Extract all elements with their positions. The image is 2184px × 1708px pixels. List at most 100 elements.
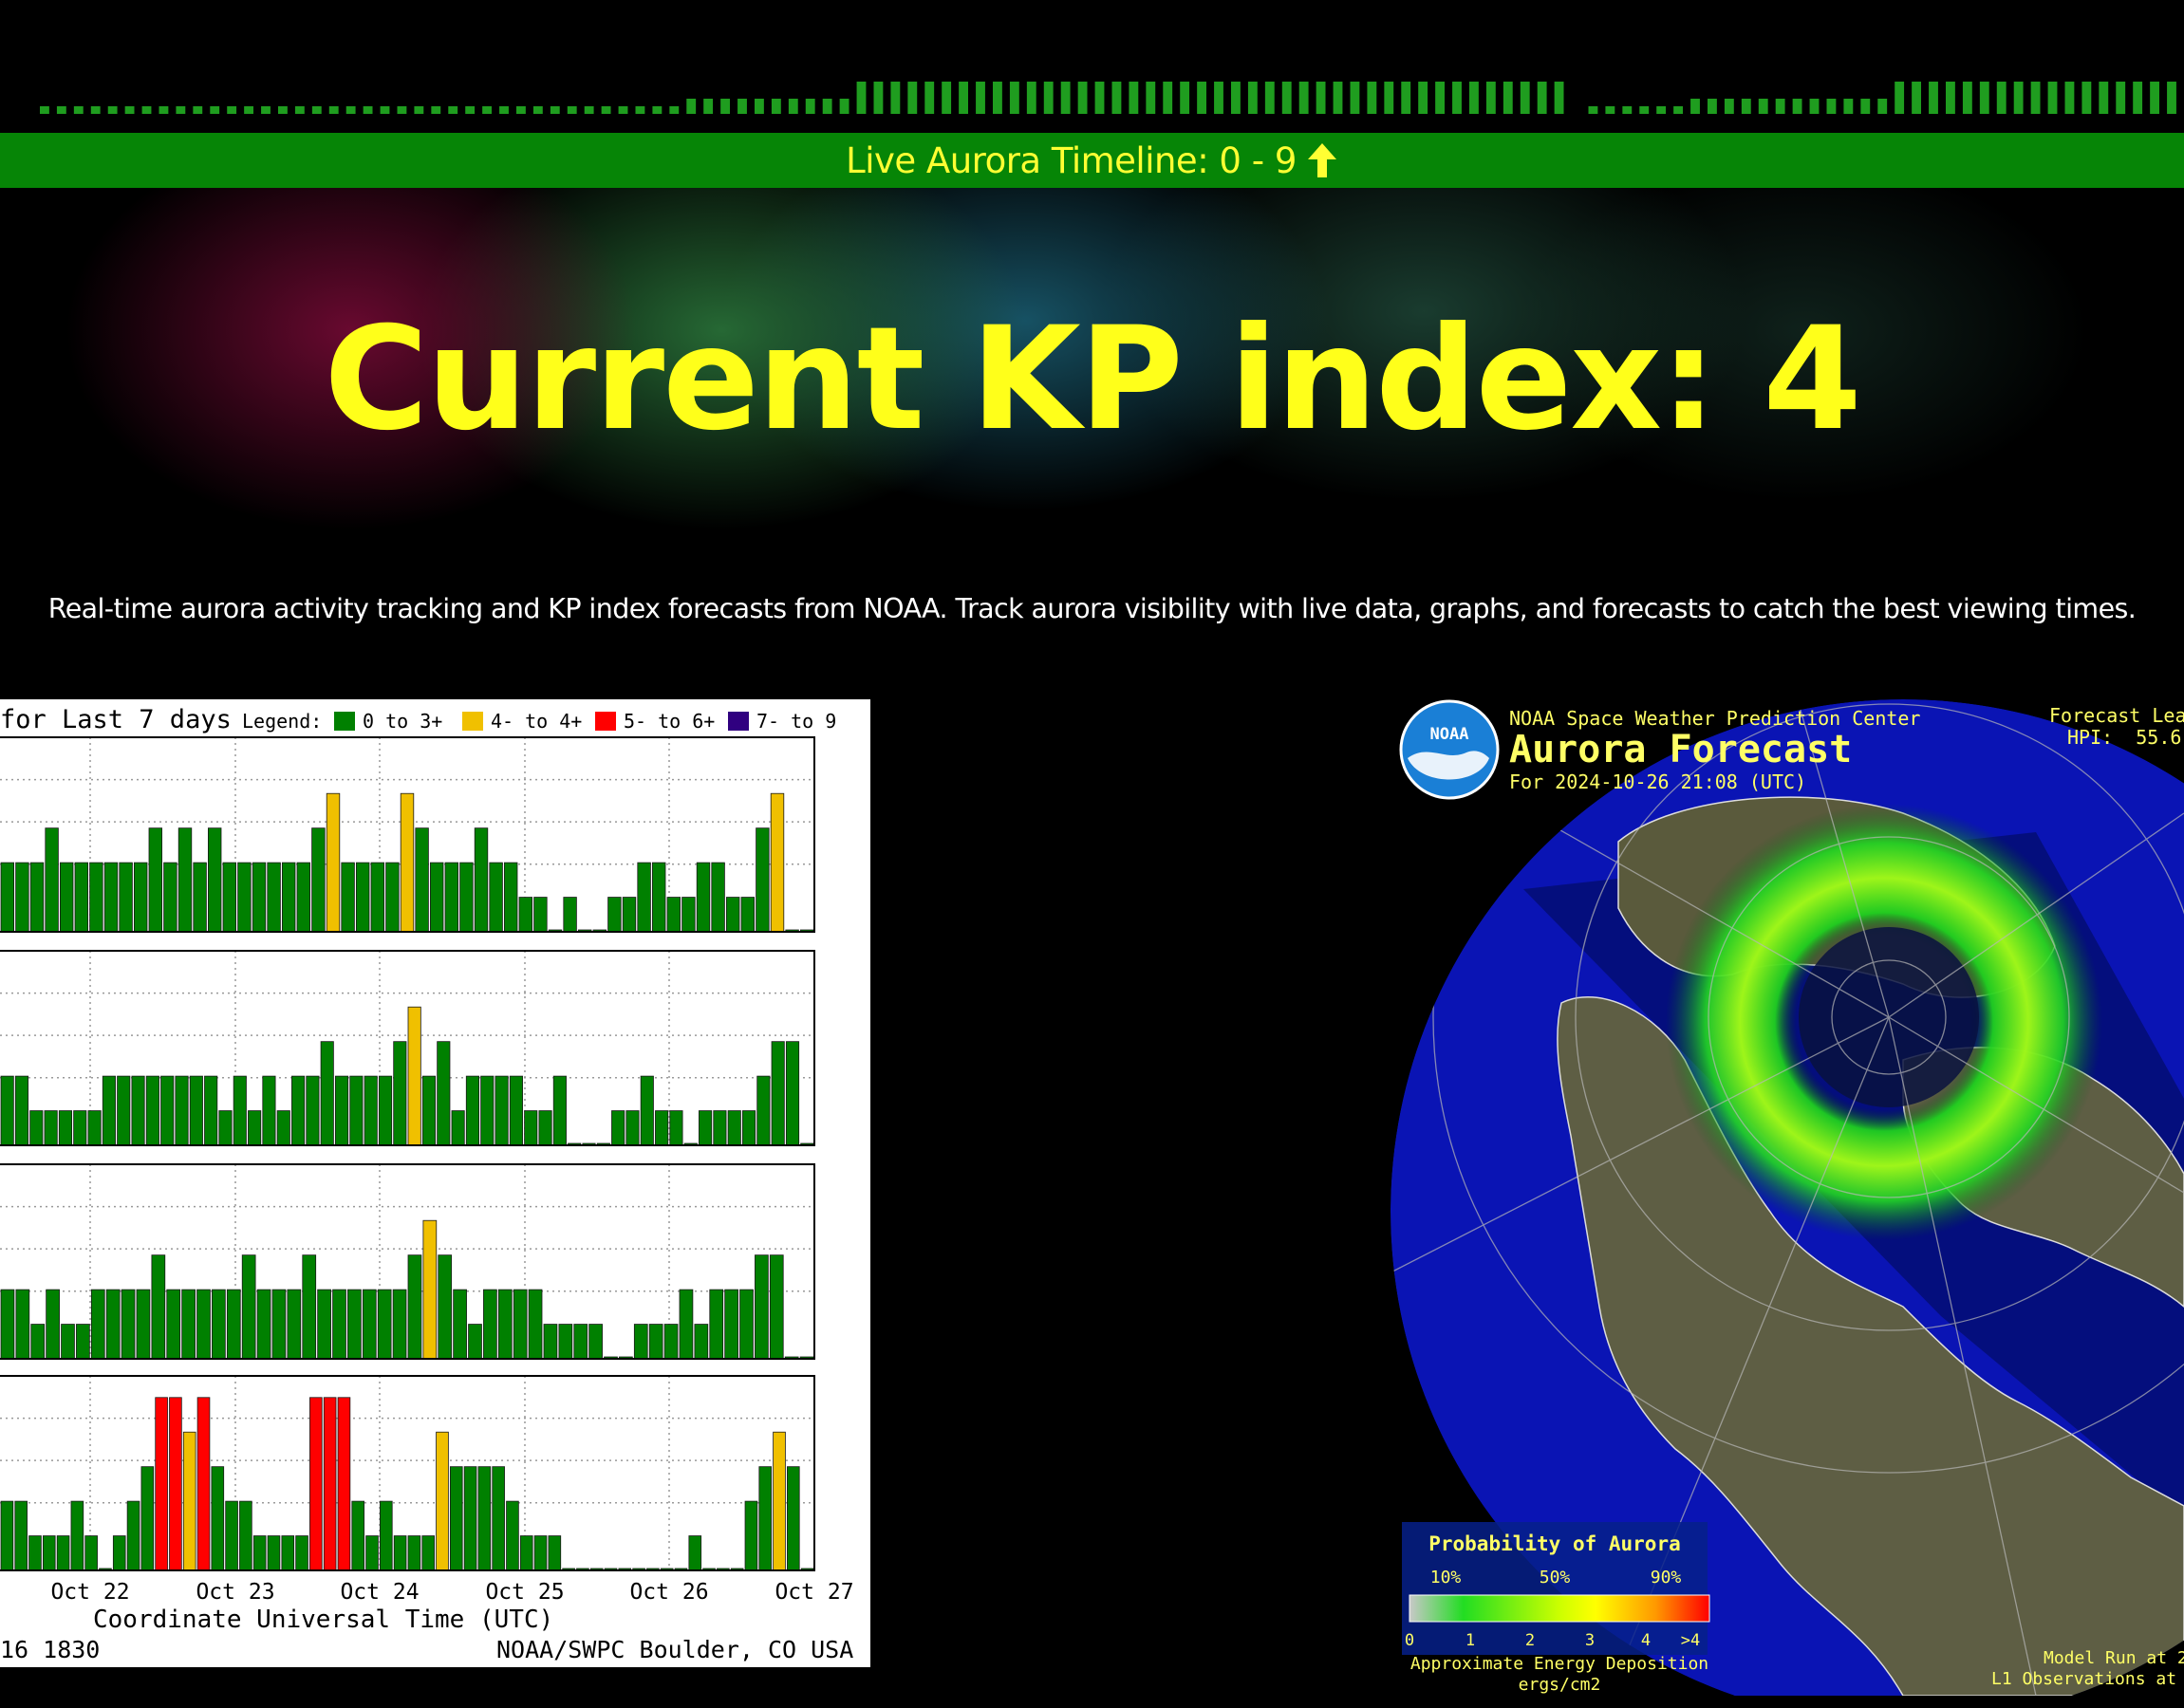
- timeline-bar: [1554, 82, 1564, 114]
- timeline-bar: [2013, 82, 2024, 114]
- kp-bar: [463, 1466, 477, 1571]
- kp-bar: [563, 897, 577, 933]
- timeline-bar: [176, 106, 186, 114]
- timeline-bar: [40, 106, 49, 114]
- timeline-bar: [1639, 106, 1650, 114]
- probability-title: Probability of Aurora: [1428, 1532, 1681, 1555]
- kp-bar: [640, 1075, 654, 1146]
- kp-panel: [0, 1163, 815, 1360]
- kp-bar: [182, 1431, 196, 1571]
- timeline-bar: [90, 106, 101, 114]
- legend-entry: 7- to 9: [756, 710, 836, 733]
- kp-bar: [14, 1075, 29, 1146]
- kp-bar: [70, 1500, 84, 1571]
- kp-bar: [380, 1500, 393, 1571]
- timeline-bar: [805, 99, 815, 114]
- energy-tick: >4: [1681, 1631, 1700, 1650]
- kp-bar: [317, 1289, 331, 1360]
- kp-bar: [378, 1075, 393, 1146]
- timeline-bar: [448, 106, 458, 114]
- timeline-bar: [2081, 82, 2092, 114]
- energy-ticks: 0 1 2 3 4 >4: [1405, 1631, 1700, 1650]
- timeline-bar: [1163, 82, 1173, 114]
- kp-bar: [480, 1075, 495, 1146]
- kp-panel: [0, 1375, 815, 1571]
- kp-bar: [341, 862, 355, 933]
- kp-bar: [196, 1289, 211, 1360]
- kp-bar: [489, 862, 503, 933]
- timeline-bar: [1673, 106, 1684, 114]
- kp-bar: [87, 1110, 102, 1146]
- kp-bar: [548, 1535, 562, 1571]
- timeline-bar: [1962, 82, 1972, 114]
- timeline-bar: [1384, 82, 1394, 114]
- timeline-bar: [1895, 82, 1905, 114]
- kp-bar: [337, 1397, 351, 1571]
- kp-bar: [296, 862, 311, 933]
- kp-bar: [422, 1219, 438, 1360]
- timeline-bar: [2064, 82, 2075, 114]
- kp-bar: [785, 1041, 800, 1146]
- kp-bar: [112, 1535, 126, 1571]
- energy-units: ergs/cm2: [1519, 1675, 1601, 1695]
- kp-bar: [15, 1289, 30, 1360]
- kp-bar: [518, 897, 533, 933]
- energy-label: Approximate Energy Deposition: [1410, 1654, 1708, 1674]
- l1-observations-label: L1 Observations at 2: [1991, 1669, 2184, 1689]
- x-tick-label: Oct 22: [50, 1580, 129, 1605]
- kp-bar: [58, 1110, 73, 1146]
- kp-bar: [295, 1535, 308, 1571]
- kp-bar: [287, 1289, 302, 1360]
- timeline-bar: [2133, 82, 2143, 114]
- x-axis-label: Coordinate Universal Time (UTC): [93, 1606, 553, 1634]
- kp-bar: [727, 1110, 741, 1146]
- kp-bar: [320, 1041, 334, 1146]
- kp-bar: [465, 1075, 480, 1146]
- timeline-bar: [1043, 82, 1054, 114]
- kp-bar: [699, 1110, 713, 1146]
- kp-bar: [724, 1289, 738, 1360]
- kp-bar: [222, 862, 237, 933]
- timeline-bar: [652, 106, 663, 114]
- kp-bar: [306, 1075, 320, 1146]
- timeline-bar: [1247, 82, 1258, 114]
- kp-bar: [42, 1535, 56, 1571]
- kp-bar: [225, 1500, 238, 1571]
- globe: [1391, 699, 2184, 1696]
- kp-bar: [769, 1254, 784, 1360]
- timeline-bar: [1077, 82, 1088, 114]
- kp-bar: [56, 1535, 70, 1571]
- timeline-bar: [1622, 106, 1633, 114]
- timeline-bar: [839, 99, 849, 114]
- timeline-bar: [1826, 99, 1837, 114]
- timeline-bar: [1146, 82, 1156, 114]
- kp-bar: [449, 1466, 463, 1571]
- timeline-bar: [856, 82, 867, 114]
- kp-bar: [392, 1289, 407, 1360]
- timeline-bar: [1452, 82, 1462, 114]
- hero-aurora-background: [0, 188, 2184, 577]
- kp-bar: [239, 1500, 252, 1571]
- kp-bar: [256, 1289, 271, 1360]
- probability-legend: Probability of Aurora 10% 50% 90% 0 1 2 3 4 >4 …: [1402, 1522, 1710, 1695]
- kp-bar: [334, 1075, 349, 1146]
- kp-bar: [744, 1500, 758, 1571]
- kp-bar: [15, 862, 29, 933]
- kp-bar: [633, 1324, 648, 1360]
- kp-bar: [175, 1075, 189, 1146]
- timeline-bar: [244, 106, 254, 114]
- kp-panel: [0, 950, 815, 1146]
- kp-bar: [267, 1535, 281, 1571]
- timeline-bar: [380, 106, 390, 114]
- kp-bar: [311, 827, 326, 933]
- kp-bar: [155, 1397, 168, 1571]
- kp-bar: [262, 1075, 276, 1146]
- timeline-bar: [890, 82, 901, 114]
- live-aurora-timeline-banner[interactable]: Live Aurora Timeline: 0 - 9: [0, 133, 2184, 188]
- kp-bar: [770, 792, 785, 933]
- timeline-bar: [924, 82, 935, 114]
- timeline-bar: [1026, 82, 1036, 114]
- timeline-bar: [1775, 99, 1785, 114]
- probability-tick: 10%: [1430, 1568, 1462, 1587]
- timeline-bar: [567, 106, 577, 114]
